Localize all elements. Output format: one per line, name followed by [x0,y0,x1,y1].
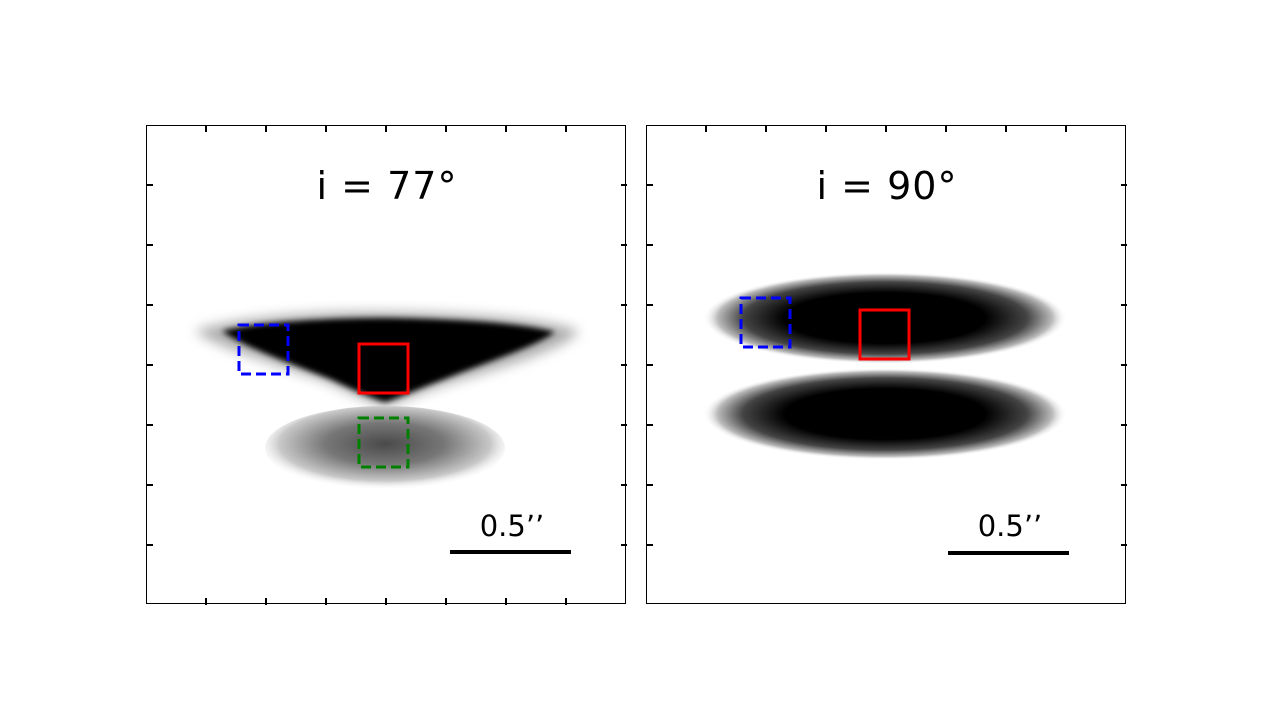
panel-right-graphic [647,126,1127,555]
center-box-left [357,342,410,395]
image-panel-left: i = 77° 0.5’’ [146,125,627,605]
inclination-label-right: i = 90° [816,164,958,208]
image-panel-right: i = 90° 0.5’’ [646,125,1127,604]
panel-left-ticks [147,126,627,605]
nebula-upper-lobe-left [195,311,579,406]
center-box-right [858,308,911,361]
panel-left-graphic [147,126,627,605]
panel-right-ticks [647,126,1127,546]
inclination-label-left: i = 77° [316,164,458,208]
green-offset-box-left [357,416,410,469]
scale-bar-label-left: 0.5’’ [479,509,545,543]
nebula-midplane-gap-right [707,360,1067,369]
nebula-lower-lobe-right [703,368,1067,460]
blue-offset-box-right [739,296,792,349]
nebula-upper-lobe-right [703,272,1067,364]
scale-bar-label-right: 0.5’’ [977,509,1043,543]
blue-offset-box-left [237,323,290,376]
nebula-lower-lobe-left [265,406,505,490]
